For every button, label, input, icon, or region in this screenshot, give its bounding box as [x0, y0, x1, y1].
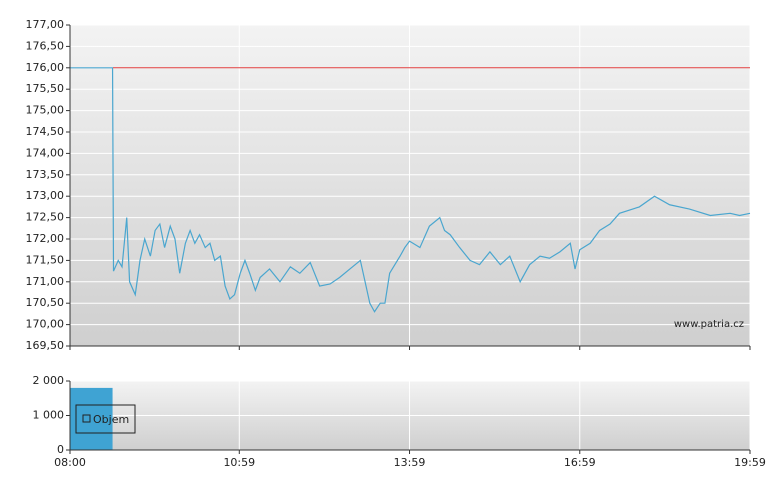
y-tick-label: 175,50 — [26, 82, 65, 95]
price-line — [70, 67, 751, 313]
y-tick-label: 173,50 — [26, 168, 65, 181]
y-tick-label: 175,00 — [26, 104, 65, 117]
y-tick-label: 176,50 — [26, 39, 65, 52]
y-tick-label: 170,00 — [26, 318, 65, 331]
x-tick-label: 10:59 — [223, 456, 255, 469]
y-tick-label: 171,50 — [26, 253, 65, 266]
y-tick-label: 2 000 — [33, 374, 65, 387]
y-tick-label: 1 000 — [33, 409, 65, 422]
y-tick-label: 174,50 — [26, 125, 65, 138]
y-tick-label: 171,00 — [26, 275, 65, 288]
y-tick-label: 176,00 — [26, 61, 65, 74]
x-tick-label: 19:59 — [734, 456, 766, 469]
y-tick-label: 173,00 — [26, 189, 65, 202]
x-tick-label: 08:00 — [54, 456, 86, 469]
y-tick-label: 172,00 — [26, 232, 65, 245]
watermark: www.patria.cz — [674, 319, 744, 330]
y-tick-label: 177,00 — [26, 18, 65, 31]
volume-bar — [70, 387, 113, 450]
y-tick-label: 0 — [57, 443, 64, 456]
y-tick-label: 174,00 — [26, 146, 65, 159]
y-tick-label: 170,50 — [26, 296, 65, 309]
legend-swatch — [82, 414, 91, 423]
legend-box — [75, 404, 136, 434]
x-tick-label: 13:59 — [394, 456, 426, 469]
legend-label: Objem — [93, 413, 129, 426]
y-tick-label: 172,50 — [26, 211, 65, 224]
x-tick-label: 16:59 — [564, 456, 596, 469]
y-tick-label: 169,50 — [26, 339, 65, 352]
